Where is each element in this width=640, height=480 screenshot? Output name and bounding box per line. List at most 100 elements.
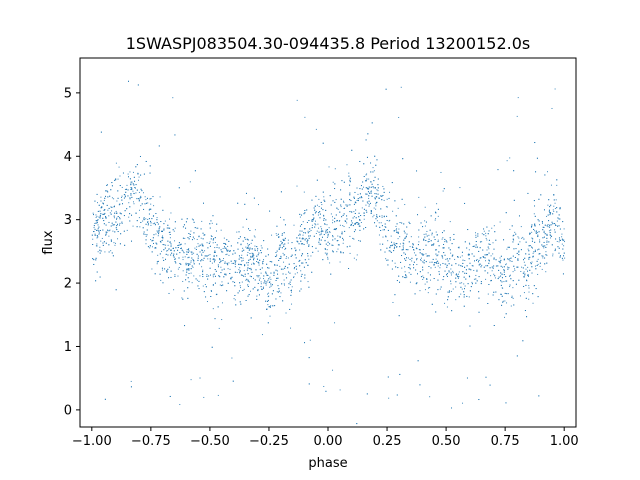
scatter-point: [267, 300, 269, 302]
scatter-point: [239, 257, 241, 259]
scatter-point: [241, 250, 243, 252]
scatter-point: [226, 239, 228, 241]
scatter-point: [184, 325, 186, 327]
scatter-point: [542, 255, 544, 257]
scatter-point: [513, 248, 515, 250]
scatter-point: [382, 229, 384, 231]
scatter-point: [210, 274, 212, 276]
scatter-point: [362, 200, 364, 202]
scatter-point: [170, 254, 172, 256]
scatter-point: [167, 244, 169, 246]
scatter-point: [413, 261, 415, 263]
scatter-point: [448, 271, 450, 273]
scatter-point: [295, 265, 297, 267]
scatter-point: [512, 255, 514, 257]
scatter-point: [136, 226, 138, 228]
scatter-point: [417, 244, 419, 246]
scatter-point: [556, 184, 558, 186]
scatter-point: [238, 238, 240, 240]
scatter-point: [177, 245, 179, 247]
scatter-point: [279, 245, 281, 247]
scatter-point: [446, 241, 448, 243]
scatter-point: [320, 239, 322, 241]
scatter-point: [271, 234, 273, 236]
scatter-point: [505, 264, 507, 266]
scatter-point: [145, 223, 147, 225]
scatter-point: [442, 257, 444, 259]
scatter-point: [376, 214, 378, 216]
scatter-point: [291, 242, 293, 244]
scatter-point: [209, 227, 211, 229]
scatter-point: [536, 260, 538, 262]
scatter-point: [425, 221, 427, 223]
scatter-point: [216, 246, 218, 248]
scatter-point: [322, 191, 324, 193]
scatter-point: [265, 271, 267, 273]
scatter-point: [262, 260, 264, 262]
scatter-point: [201, 249, 203, 251]
scatter-point: [207, 278, 209, 280]
scatter-point: [530, 226, 532, 228]
scatter-point: [283, 279, 285, 281]
scatter-point: [539, 241, 541, 243]
scatter-point: [231, 357, 233, 359]
scatter-point: [510, 278, 512, 280]
scatter-point: [349, 252, 351, 254]
scatter-point: [351, 220, 353, 222]
scatter-point: [406, 257, 408, 259]
scatter-point: [140, 188, 142, 190]
scatter-point: [117, 178, 119, 180]
scatter-point: [119, 218, 121, 220]
scatter-point: [247, 245, 249, 247]
scatter-point: [145, 239, 147, 241]
scatter-point: [346, 205, 348, 207]
scatter-point: [549, 224, 551, 226]
scatter-point: [226, 253, 228, 255]
scatter-point: [203, 291, 205, 293]
scatter-point: [396, 394, 398, 396]
scatter-point: [198, 280, 200, 282]
scatter-point: [163, 228, 165, 230]
scatter-point: [475, 241, 477, 243]
scatter-point: [357, 200, 359, 202]
scatter-point: [210, 220, 212, 222]
scatter-point: [442, 262, 444, 264]
scatter-point: [269, 315, 271, 317]
scatter-point: [488, 259, 490, 261]
scatter-point: [371, 195, 373, 197]
scatter-point: [306, 240, 308, 242]
scatter-point: [131, 187, 133, 189]
scatter-point: [349, 211, 351, 213]
scatter-point: [148, 218, 150, 220]
scatter-point: [186, 269, 188, 271]
scatter-point: [523, 285, 525, 287]
scatter-point: [547, 214, 549, 216]
scatter-point: [308, 244, 310, 246]
scatter-point: [386, 259, 388, 261]
scatter-point: [313, 207, 315, 209]
scatter-point: [283, 261, 285, 263]
scatter-point: [214, 318, 216, 320]
scatter-point: [324, 223, 326, 225]
scatter-point: [212, 276, 214, 278]
scatter-point: [457, 273, 459, 275]
scatter-point: [546, 241, 548, 243]
scatter-point: [493, 258, 495, 260]
scatter-point: [425, 253, 427, 255]
scatter-point: [376, 220, 378, 222]
scatter-point: [391, 244, 393, 246]
scatter-point: [258, 264, 260, 266]
scatter-point: [325, 390, 327, 392]
scatter-point: [434, 266, 436, 268]
scatter-point: [189, 233, 191, 235]
scatter-point: [180, 247, 182, 249]
scatter-point: [157, 223, 159, 225]
scatter-point: [158, 227, 160, 229]
scatter-point: [467, 254, 469, 256]
scatter-point: [358, 216, 360, 218]
scatter-point: [299, 213, 301, 215]
scatter-point: [398, 116, 400, 118]
scatter-point: [177, 275, 179, 277]
scatter-point: [327, 256, 329, 258]
scatter-point: [119, 185, 121, 187]
